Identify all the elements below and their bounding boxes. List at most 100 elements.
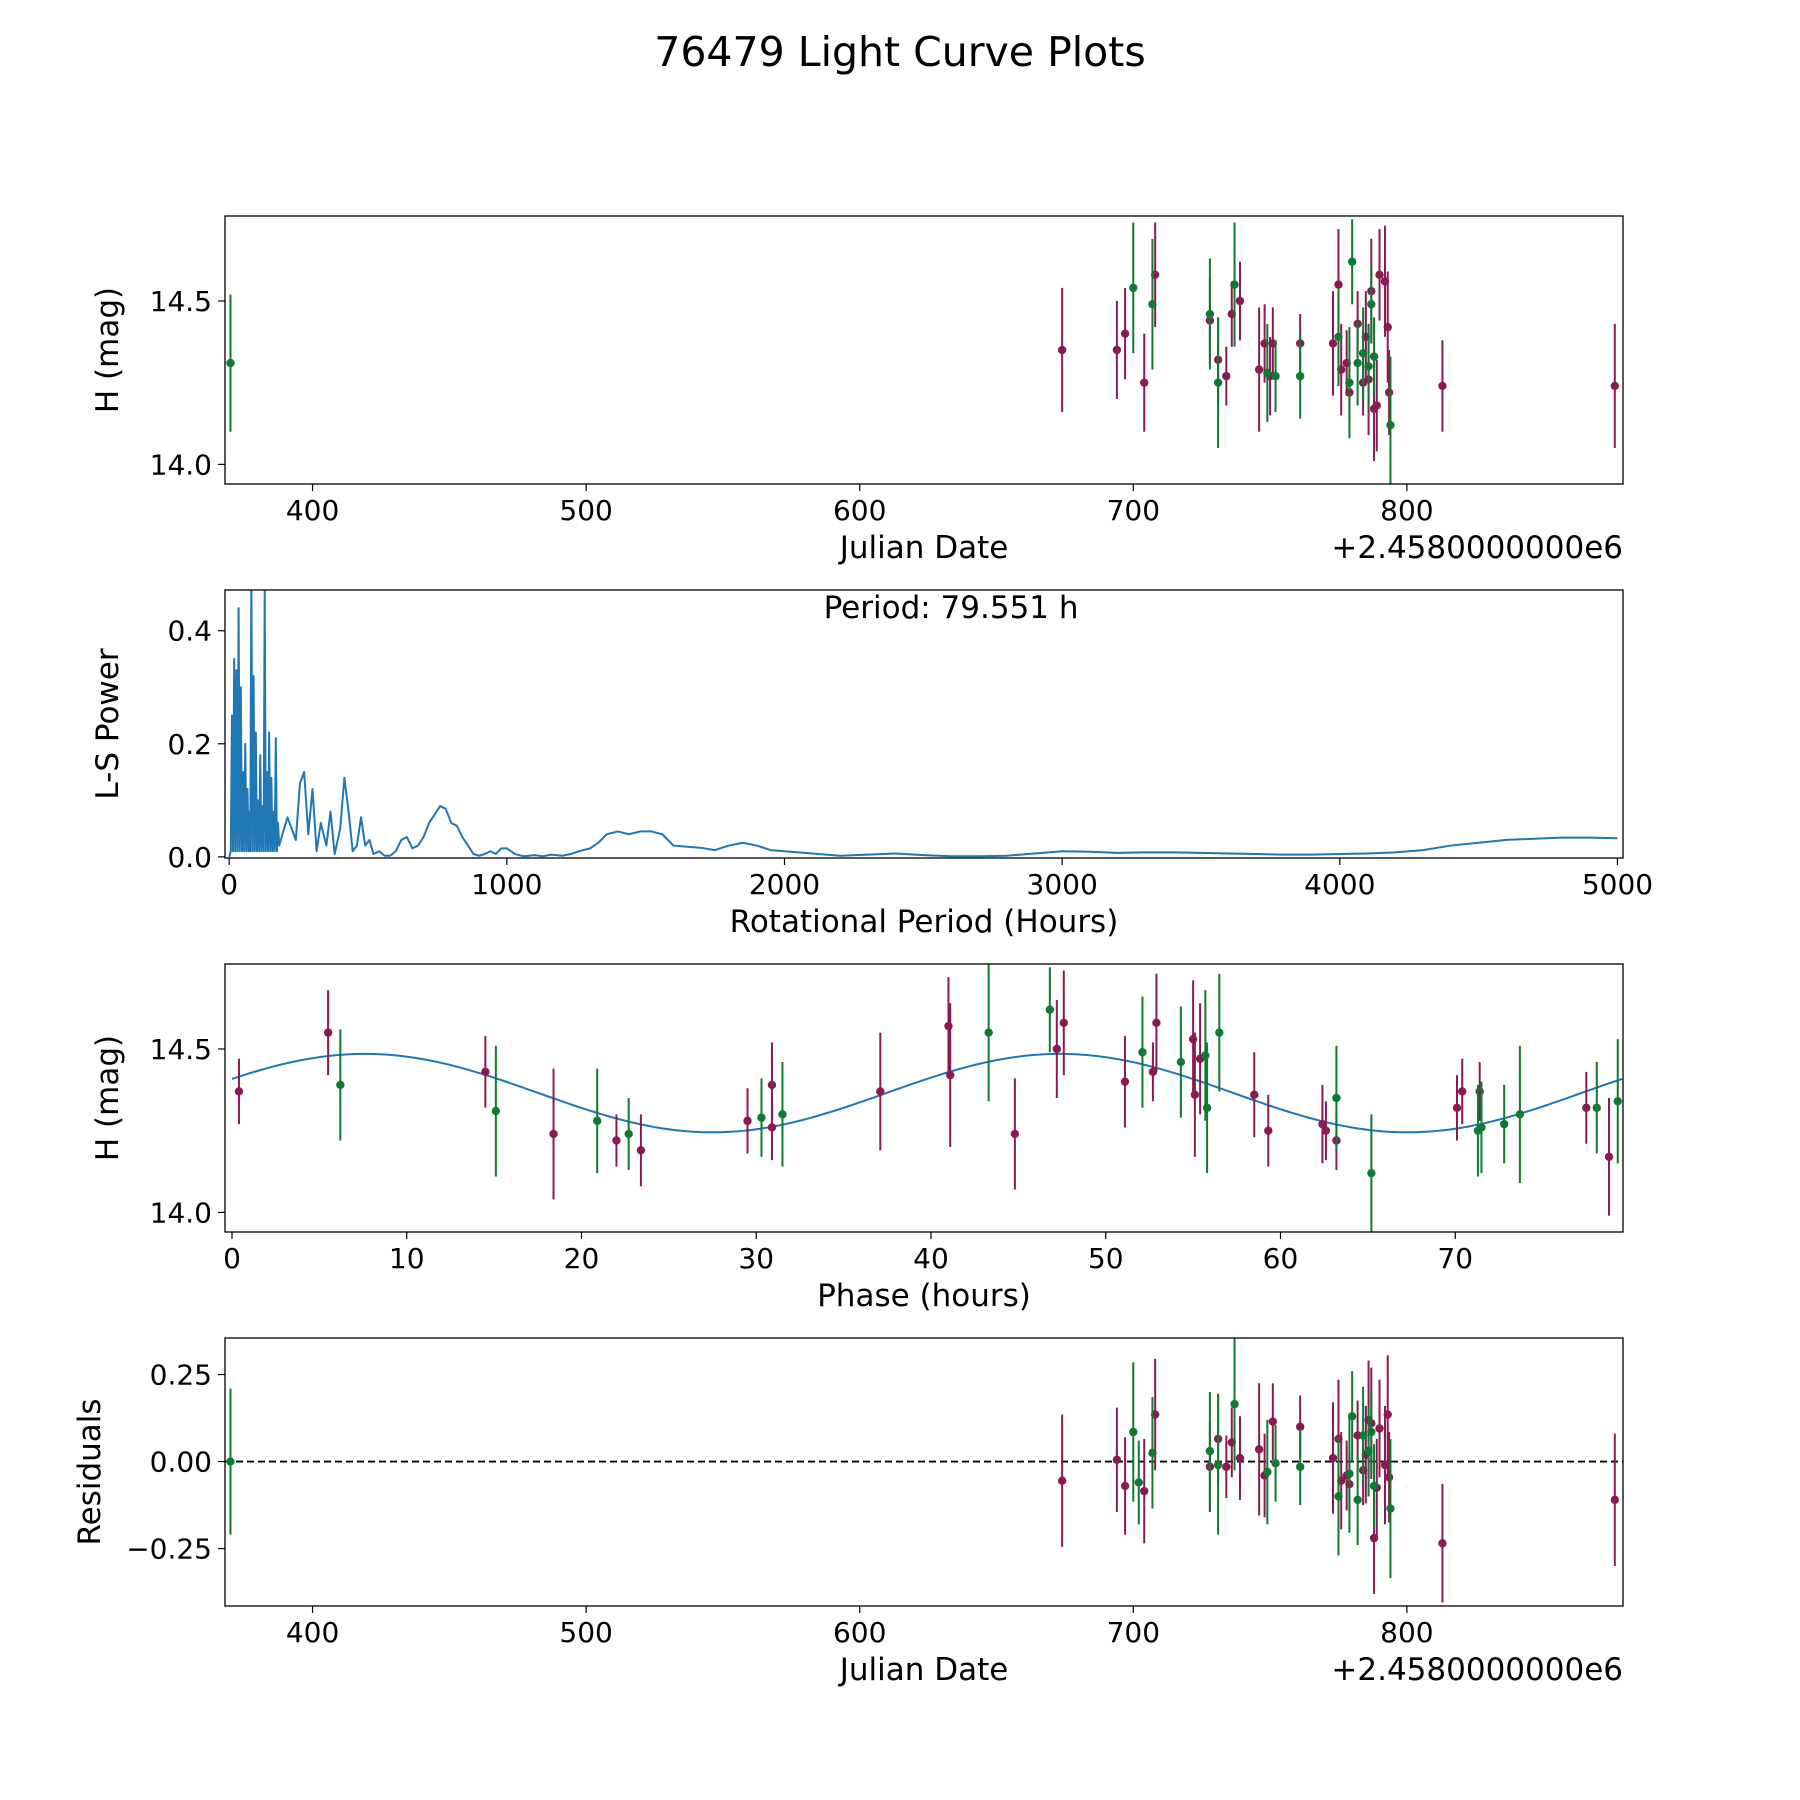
data-point-series_a	[1383, 271, 1392, 383]
x-tick-label: 600	[833, 494, 886, 527]
data-marker	[1215, 1028, 1224, 1037]
data-point-series_a	[1254, 1383, 1264, 1516]
x-tick-label: 50	[1088, 1242, 1124, 1275]
data-marker	[1334, 332, 1343, 342]
data-marker	[1610, 1495, 1619, 1505]
data-point-series_a	[1375, 1379, 1384, 1478]
data-point-series_b	[1045, 967, 1055, 1053]
data-point-series_a	[1052, 999, 1062, 1098]
data-marker	[1148, 300, 1157, 309]
data-marker	[1129, 283, 1138, 293]
data-marker	[1112, 345, 1122, 355]
data-point-series_a	[323, 990, 333, 1076]
data-marker	[1112, 1455, 1122, 1465]
data-point-series_b	[1271, 340, 1280, 413]
data-marker	[1052, 1044, 1062, 1054]
data-marker	[1264, 1126, 1273, 1135]
x-tick-label: 600	[833, 1616, 886, 1649]
data-point-series_a	[1112, 1407, 1122, 1513]
data-marker	[876, 1087, 885, 1096]
data-point-series_a	[1120, 287, 1130, 380]
data-point-series_b	[1347, 219, 1357, 305]
data-marker	[1383, 1410, 1392, 1419]
data-point-series_a	[767, 1042, 777, 1128]
data-marker	[1045, 1005, 1055, 1014]
data-marker	[1057, 1476, 1067, 1485]
data-point-series_a	[1328, 291, 1338, 396]
data-point-series_a	[1120, 1035, 1130, 1128]
offset-text: +2.4580000000e6	[1331, 530, 1623, 566]
data-marker	[1138, 1048, 1147, 1057]
data-marker	[1364, 362, 1373, 371]
fit-curve	[231, 1052, 1623, 1134]
plot-area	[226, 219, 1619, 484]
data-point-series_a	[1152, 973, 1161, 1072]
data-point-series_a	[1264, 1094, 1273, 1167]
data-point-series_a	[1112, 300, 1122, 400]
data-point-series_b	[1358, 307, 1368, 400]
data-point-series_a	[1235, 261, 1245, 341]
data-marker	[944, 1021, 953, 1031]
data-marker	[1452, 1103, 1462, 1113]
data-point-series_a	[1375, 229, 1384, 321]
data-point-series_a	[1254, 307, 1264, 432]
data-marker	[1438, 1539, 1447, 1548]
data-marker	[1213, 1460, 1223, 1470]
data-point-series_b	[1386, 356, 1395, 484]
data-marker	[1134, 1478, 1143, 1487]
data-marker	[1230, 280, 1239, 289]
data-point-series_a	[1268, 1383, 1278, 1460]
data-marker	[1358, 1431, 1368, 1440]
data-point-series_a	[946, 1003, 955, 1148]
x-tick-label: 40	[913, 1242, 949, 1275]
data-marker	[1140, 1486, 1149, 1496]
data-marker	[1367, 1427, 1376, 1437]
data-point-series_b	[1358, 1386, 1368, 1485]
data-point-series_a	[1458, 1058, 1467, 1125]
x-tick-label: 4000	[1304, 868, 1375, 901]
data-point-series_b	[1353, 320, 1362, 406]
data-point-series_a	[876, 1032, 885, 1151]
data-marker	[1205, 1446, 1215, 1456]
data-marker	[1188, 1034, 1198, 1044]
x-tick-label: 10	[389, 1242, 425, 1275]
periodogram-line	[228, 590, 1618, 858]
data-point-series_b	[1592, 1062, 1601, 1154]
y-tick-label: 0.00	[150, 1446, 212, 1479]
data-marker	[612, 1136, 621, 1145]
data-point-series_b	[1295, 333, 1305, 419]
data-point-series_b	[1369, 317, 1379, 396]
data-marker	[1328, 339, 1338, 348]
data-point-series_b	[1353, 1454, 1362, 1546]
data-marker	[593, 1116, 602, 1126]
phased-lightcurve-panel: 0 10 20 30 40 50 60 70 14.0 14.5 Phase (hours) H (m…	[90, 963, 1624, 1314]
data-point-series_b	[1345, 327, 1354, 439]
data-marker	[1222, 1462, 1231, 1471]
data-point-series_a	[1383, 1355, 1392, 1474]
data-marker	[1369, 352, 1379, 361]
data-point-series_b	[226, 1388, 235, 1535]
data-point-series_b	[1148, 238, 1157, 370]
data-point-series_a	[1148, 1042, 1158, 1102]
data-marker	[1475, 1087, 1484, 1096]
data-marker	[946, 1070, 955, 1080]
data-marker	[1582, 1103, 1591, 1113]
data-point-series_b	[757, 1078, 766, 1157]
data-marker	[1295, 1462, 1305, 1471]
data-marker	[1120, 1481, 1130, 1491]
data-marker	[778, 1110, 787, 1119]
x-tick-label: 400	[286, 1616, 339, 1649]
data-marker	[226, 1457, 235, 1466]
x-tick-label: 400	[286, 494, 339, 527]
data-marker	[1263, 368, 1272, 378]
axes-frame	[224, 589, 1624, 859]
data-marker	[1213, 378, 1223, 387]
data-point-series_b	[1230, 222, 1239, 347]
data-point-series_b	[1613, 1039, 1622, 1164]
y-tick-label: 14.5	[150, 1033, 212, 1066]
data-marker	[1384, 388, 1394, 397]
data-point-series_b	[778, 1062, 787, 1167]
data-marker	[1367, 1168, 1376, 1178]
data-marker	[1140, 378, 1149, 387]
data-marker	[1120, 329, 1130, 338]
